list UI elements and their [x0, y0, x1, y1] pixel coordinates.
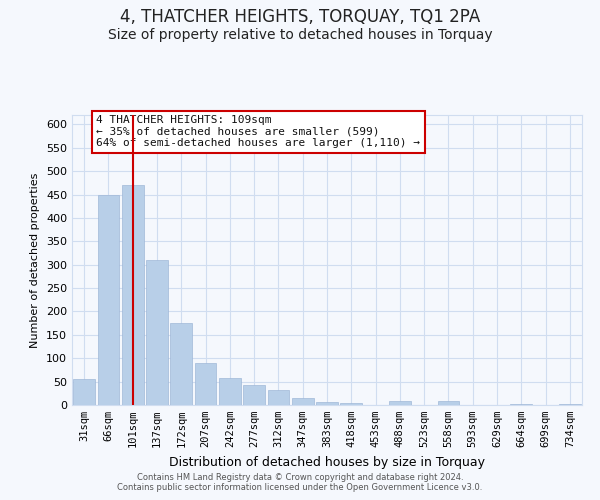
Bar: [559, 404, 581, 405]
Bar: [243, 386, 265, 405]
Text: 4, THATCHER HEIGHTS, TORQUAY, TQ1 2PA: 4, THATCHER HEIGHTS, TORQUAY, TQ1 2PA: [120, 8, 480, 26]
Bar: [73, 380, 95, 405]
Text: 4 THATCHER HEIGHTS: 109sqm
← 35% of detached houses are smaller (599)
64% of sem: 4 THATCHER HEIGHTS: 109sqm ← 35% of deta…: [96, 115, 420, 148]
Bar: [194, 363, 217, 405]
Bar: [340, 402, 362, 405]
Bar: [511, 404, 532, 405]
Bar: [292, 398, 314, 405]
Bar: [146, 260, 168, 405]
Y-axis label: Number of detached properties: Number of detached properties: [31, 172, 40, 348]
Bar: [219, 378, 241, 405]
Text: Size of property relative to detached houses in Torquay: Size of property relative to detached ho…: [107, 28, 493, 42]
Bar: [437, 402, 460, 405]
Bar: [97, 194, 119, 405]
X-axis label: Distribution of detached houses by size in Torquay: Distribution of detached houses by size …: [169, 456, 485, 468]
Bar: [389, 402, 411, 405]
Text: Contains HM Land Registry data © Crown copyright and database right 2024.
Contai: Contains HM Land Registry data © Crown c…: [118, 473, 482, 492]
Bar: [316, 402, 338, 405]
Bar: [122, 185, 143, 405]
Bar: [268, 390, 289, 405]
Bar: [170, 323, 192, 405]
